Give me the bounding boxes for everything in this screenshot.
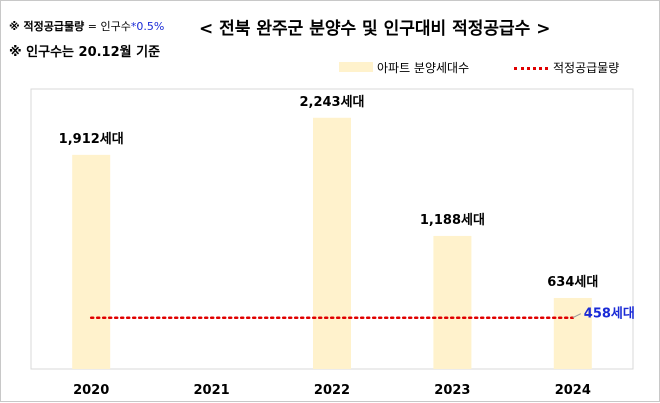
bar-2020 xyxy=(72,154,111,369)
threshold-leader xyxy=(572,313,582,319)
bar-2022 xyxy=(313,117,351,369)
formula-eq: = 인구수 xyxy=(84,20,131,33)
population-basis-note: ※ 인구수는 20.12월 기준 xyxy=(9,45,161,60)
x-tick-2022: 2022 xyxy=(314,383,350,398)
x-tick-2024: 2024 xyxy=(555,383,591,398)
bar-label-2023: 1,188세대 xyxy=(420,213,485,228)
formula-factor: *0.5% xyxy=(130,20,165,33)
bar-label-2020: 1,912세대 xyxy=(59,132,124,147)
legend-bar-label: 아파트 분양세대수 xyxy=(377,61,470,75)
formula-note: ※ 적정공급물량 = 인구수*0.5% xyxy=(9,18,164,34)
bar-label-2024: 634세대 xyxy=(547,275,598,290)
legend-bar-swatch xyxy=(339,62,373,72)
chart-title: < 전북 완주군 분양수 및 인구대비 적정공급수 > xyxy=(199,19,551,39)
x-tick-2021: 2021 xyxy=(194,383,230,398)
bar-2023 xyxy=(433,235,472,369)
legend-line-label: 적정공급물량 xyxy=(553,61,620,75)
x-tick-2020: 2020 xyxy=(73,383,109,398)
formula-prefix: ※ 적정공급물량 xyxy=(9,20,85,33)
bar-2024 xyxy=(553,297,592,369)
threshold-label: 458세대 xyxy=(584,307,635,322)
bar-label-2022: 2,243세대 xyxy=(299,95,364,110)
x-tick-2023: 2023 xyxy=(434,383,470,398)
legend-line-swatch xyxy=(514,67,548,70)
